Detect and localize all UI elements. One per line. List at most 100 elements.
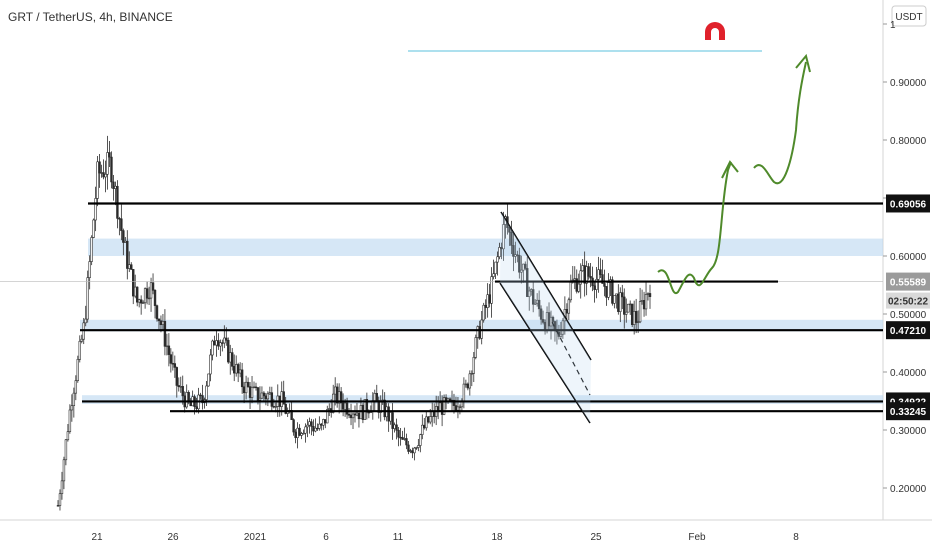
candle-body [345,402,349,415]
candle-body [169,354,173,364]
price-badge-label: 0.33245 [890,407,927,418]
candle-body [258,397,262,401]
candle-body [100,172,103,174]
candle-body [357,412,361,420]
candle-body [427,416,430,423]
candle-body [145,288,149,299]
candle-body [248,386,252,398]
candle-body [367,411,371,414]
candle-body [601,274,604,284]
candle-body [84,318,87,324]
candle-body [264,395,268,400]
candle-body [615,293,618,296]
candle-body [466,383,470,389]
candle-body [149,282,153,299]
candle-body [181,386,184,397]
candle-body [58,493,62,506]
candle-body [498,247,501,258]
candle-body [464,383,468,386]
candle-body [153,290,157,306]
zone-rect [88,238,883,256]
candle-body [537,299,541,310]
x-tick-label: 2021 [244,532,267,543]
candle-body [161,321,165,325]
candle-body [405,438,408,446]
candle-body [452,399,456,406]
candle-body [318,423,321,429]
candle-body [211,340,214,356]
candle-body [407,444,410,452]
candle-body [415,447,418,449]
candle-body [478,326,481,339]
candle-body [120,218,123,231]
candle-body [472,357,475,374]
currency-badge[interactable]: USDT [891,5,927,27]
candle-body [603,283,606,287]
candle-body [638,301,642,323]
candle-body [229,352,232,363]
candle-body [460,401,464,408]
candle-body [484,304,487,308]
candle-body [581,265,584,272]
candle-body [326,409,329,424]
candle-body [173,363,177,368]
y-tick-label: 0.80000 [890,136,927,147]
candle-body [177,385,180,388]
x-tick-label: 21 [91,532,103,543]
candle-body [135,286,139,303]
candle-body [231,352,234,367]
candle-body [143,288,147,304]
candle-body [60,480,64,495]
y-tick-label: 0.40000 [890,368,927,379]
candle-body [353,413,357,416]
candle-body [328,408,331,410]
candle-body [579,270,582,285]
candle-body [64,439,68,461]
candle-body [110,156,113,183]
candle-body [116,185,119,219]
candle-body [611,279,614,304]
candle-body [494,261,497,274]
y-axis-ticks: 0.200000.300000.400000.500000.600000.700… [883,20,927,495]
candle-body [393,424,396,429]
candle-body [270,392,274,407]
candle-body [629,303,632,306]
candle-body [68,409,72,432]
candle-body [280,391,283,407]
candle-body [272,406,276,408]
candle-body [236,364,240,374]
candle-body [246,381,250,387]
candle-body [436,406,440,411]
candle-body [260,392,264,399]
y-tick-label: 0.20000 [890,484,927,495]
candle-body [349,414,353,419]
candle-body [88,261,91,278]
candle-body [454,405,458,411]
candle-body [518,255,521,273]
candle-body [474,337,477,358]
candle-body [373,392,376,401]
candle-body [306,424,309,428]
candle-body [551,316,555,322]
candle-body [533,302,537,305]
candle-body [124,240,127,243]
candle-body [322,419,325,426]
candle-body [308,421,311,426]
candle-body [559,333,563,337]
candle-body [304,426,307,434]
chart-title: GRT / TetherUS, 4h, BINANCE [8,10,173,24]
candle-body [225,337,228,341]
candle-body [250,387,254,398]
candle-body [419,434,422,446]
candle-body [292,419,295,433]
candle-body [165,345,169,348]
y-tick-label: 0.90000 [890,78,927,89]
candle-body [221,342,224,344]
candle-body [320,423,323,426]
candle-body [482,304,485,321]
candle-body [595,279,598,290]
y-tick-label: 0.60000 [890,252,927,263]
candle-body [627,303,630,313]
candle-body [199,394,202,397]
